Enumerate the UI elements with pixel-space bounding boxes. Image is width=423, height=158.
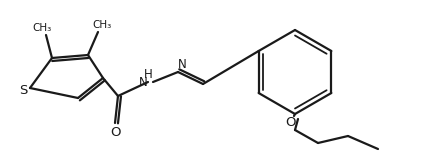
Text: H: H	[144, 69, 152, 82]
Text: S: S	[19, 83, 27, 97]
Text: N: N	[178, 58, 187, 72]
Text: N: N	[139, 76, 147, 88]
Text: CH₃: CH₃	[33, 23, 52, 33]
Text: CH₃: CH₃	[92, 20, 112, 30]
Text: O: O	[110, 125, 120, 139]
Text: O: O	[285, 115, 295, 128]
